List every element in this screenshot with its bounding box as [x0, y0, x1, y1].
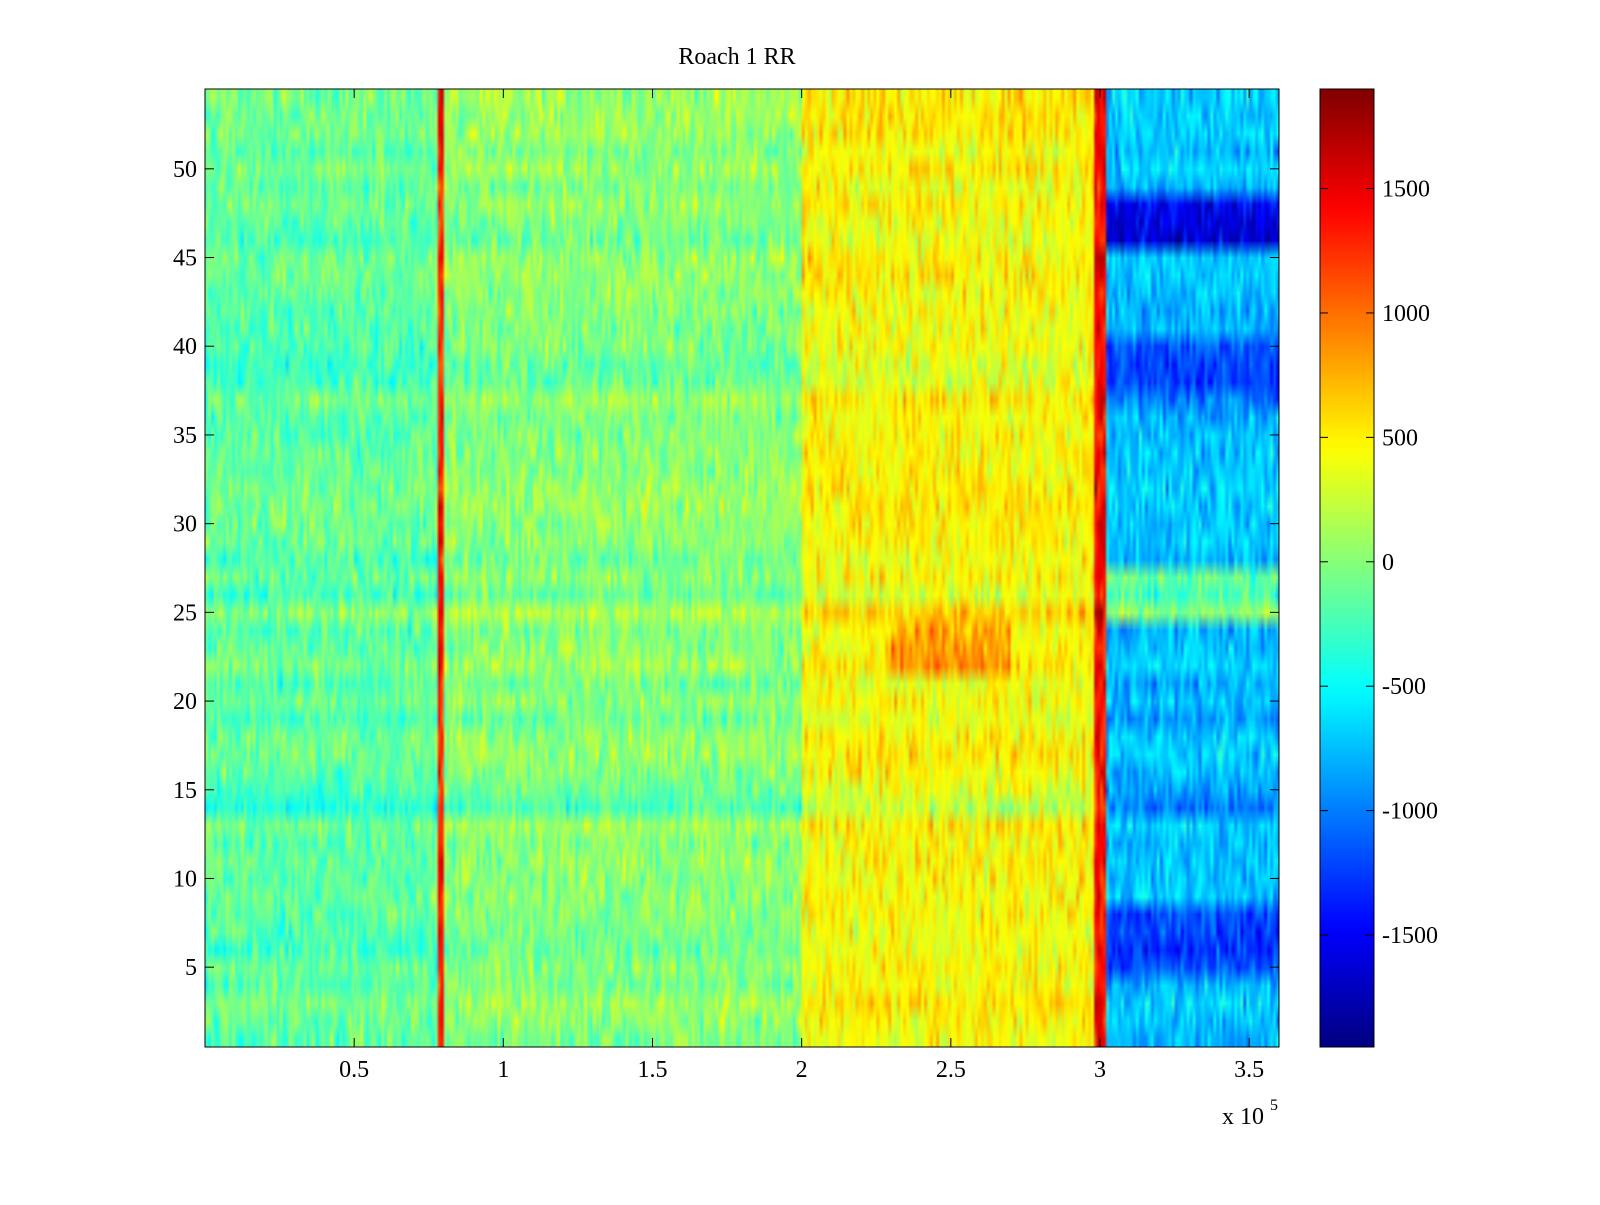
x-tick-label: 3.5: [1234, 1057, 1264, 1083]
y-tick-label: 10: [173, 866, 197, 892]
y-tick-label: 5: [185, 955, 197, 981]
colorbar-tick-label: 500: [1382, 425, 1418, 451]
y-tick-label: 45: [173, 246, 197, 272]
x-tick-label: 1.5: [638, 1057, 668, 1083]
x-tick-label: 0.5: [339, 1057, 369, 1083]
y-tick-label: 50: [173, 157, 197, 183]
y-tick-label: 35: [173, 423, 197, 449]
x-multiplier-base: x 10: [1222, 1104, 1264, 1130]
colorbar-tick-label: 1000: [1382, 301, 1430, 327]
x-axis: 0.5 1 1.5 2 2.5 3 3.5: [339, 89, 1264, 1083]
y-tick-label: 40: [173, 334, 197, 360]
x-multiplier-exponent: 5: [1270, 1097, 1278, 1114]
x-tick-label: 3: [1094, 1057, 1106, 1083]
colorbar-tick-label: -1500: [1382, 923, 1438, 949]
colorbar-tick-label: -1000: [1382, 799, 1438, 825]
x-tick-label: 2.5: [936, 1057, 966, 1083]
colorbar-tick-label: 0: [1382, 550, 1394, 576]
colorbar-frame: [1319, 88, 1375, 1048]
chart-title: Roach 1 RR: [678, 44, 795, 70]
colorbar-tick-label: 1500: [1382, 177, 1430, 203]
y-tick-label: 20: [173, 689, 197, 715]
x-tick-label: 1: [497, 1057, 509, 1083]
svg-text:x 10: x 10: [1222, 1104, 1264, 1130]
colorbar-tick-label: -500: [1382, 674, 1426, 700]
colorbar-ticks: 1500 1000 500 0 -500 -1000 -1500: [1320, 177, 1438, 949]
heatmap-plot-area: [204, 88, 1280, 1048]
y-tick-label: 25: [173, 600, 197, 626]
x-multiplier: x 10 5: [1222, 1097, 1278, 1130]
colorbar: 1500 1000 500 0 -500 -1000 -1500: [1319, 88, 1438, 1048]
y-tick-label: 30: [173, 512, 197, 538]
x-tick-label: 2: [796, 1057, 808, 1083]
colorbar-gradient: [1320, 89, 1374, 1047]
y-axis: 5 10 15 20 25 30 35 40 45 50: [173, 157, 1279, 981]
y-tick-label: 15: [173, 778, 197, 804]
heatmap-cells: [205, 89, 1279, 1047]
plot-frame: [204, 88, 1280, 1048]
